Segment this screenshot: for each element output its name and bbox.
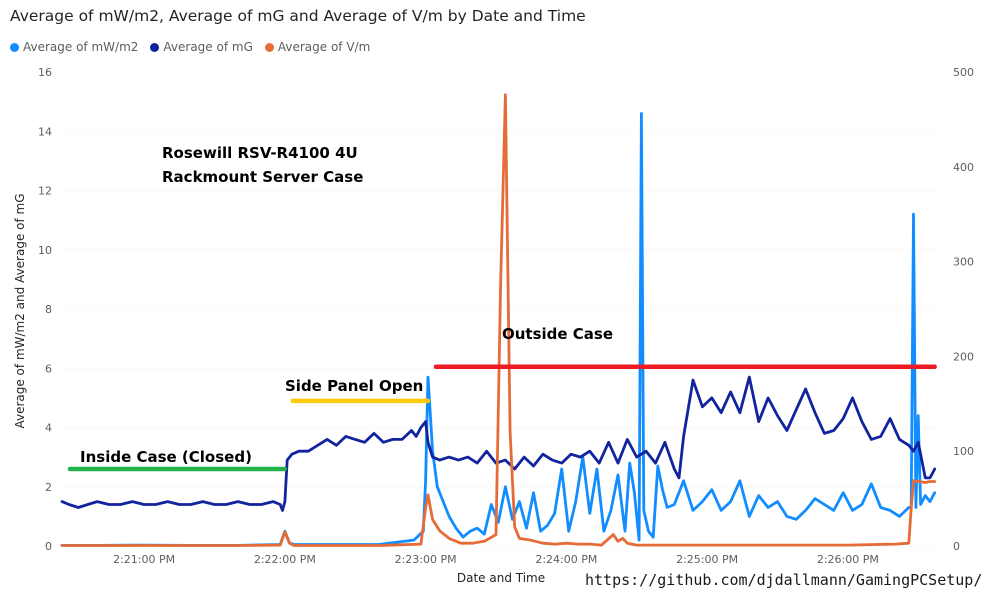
series-line-0[interactable] bbox=[60, 112, 937, 547]
y-left-tick-label: 12 bbox=[38, 185, 52, 198]
legend-marker-mg bbox=[150, 42, 160, 52]
x-axis: 2:21:00 PM 2:22:00 PM 2:23:00 PM 2:24:00 PM… bbox=[113, 553, 879, 566]
y-right-tick-label: 100 bbox=[953, 445, 974, 458]
y-right-tick-label: 300 bbox=[953, 256, 974, 269]
y-axis-title: Average of mW/m2 and Average of mG bbox=[13, 193, 27, 428]
chart-title: Average of mW/m2, Average of mG and Aver… bbox=[10, 7, 586, 25]
left-axis: 0 2 4 6 8 10 12 14 16 bbox=[38, 66, 52, 553]
x-tick-label: 2:23:00 PM bbox=[395, 553, 457, 566]
legend-marker-vm bbox=[264, 42, 274, 52]
legend-item-mg[interactable]: Average of mG bbox=[150, 40, 253, 54]
legend-label-vm: Average of V/m bbox=[277, 40, 371, 54]
y-right-tick-label: 0 bbox=[953, 540, 960, 553]
x-tick-label: 2:26:00 PM bbox=[817, 553, 879, 566]
series bbox=[60, 93, 937, 547]
x-tick-label: 2:21:00 PM bbox=[113, 553, 175, 566]
y-left-tick-label: 8 bbox=[45, 303, 52, 316]
annotation-label: Outside Case bbox=[502, 325, 613, 343]
annotation-label: Rackmount Server Case bbox=[162, 168, 363, 186]
legend-label-mw: Average of mW/m2 bbox=[23, 40, 139, 54]
right-axis: 0 100 200 300 400 500 bbox=[953, 66, 974, 553]
annotations: Rosewill RSV-R4100 4U Rackmount Server Ca… bbox=[67, 144, 937, 472]
legend-label-mg: Average of mG bbox=[163, 40, 253, 54]
y-left-tick-label: 10 bbox=[38, 244, 52, 257]
x-tick-label: 2:24:00 PM bbox=[535, 553, 597, 566]
y-left-tick-label: 4 bbox=[45, 422, 52, 435]
y-left-tick-label: 14 bbox=[38, 125, 52, 138]
legend: Average of mW/m2 Average of mG Average o… bbox=[10, 40, 370, 54]
x-tick-label: 2:25:00 PM bbox=[676, 553, 738, 566]
x-axis-title: Date and Time bbox=[457, 571, 545, 585]
annotation-label: Side Panel Open bbox=[285, 377, 423, 395]
series-line-2[interactable] bbox=[60, 93, 937, 547]
annotation-label: Inside Case (Closed) bbox=[80, 448, 252, 466]
y-right-tick-label: 500 bbox=[953, 66, 974, 79]
y-left-tick-label: 6 bbox=[45, 362, 52, 375]
x-tick-label: 2:22:00 PM bbox=[254, 553, 316, 566]
y-right-tick-label: 200 bbox=[953, 350, 974, 363]
annotation-label: Rosewill RSV-R4100 4U bbox=[162, 144, 358, 162]
legend-item-vm[interactable]: Average of V/m bbox=[264, 40, 371, 54]
legend-item-mw[interactable]: Average of mW/m2 bbox=[10, 40, 138, 54]
legend-marker-mw bbox=[10, 42, 19, 52]
y-left-tick-label: 2 bbox=[45, 481, 52, 494]
y-left-tick-label: 16 bbox=[38, 66, 52, 79]
source-url: https://github.com/djdallmann/GamingPCSe… bbox=[585, 571, 983, 589]
y-left-tick-label: 0 bbox=[45, 540, 52, 553]
y-right-tick-label: 400 bbox=[953, 161, 974, 174]
